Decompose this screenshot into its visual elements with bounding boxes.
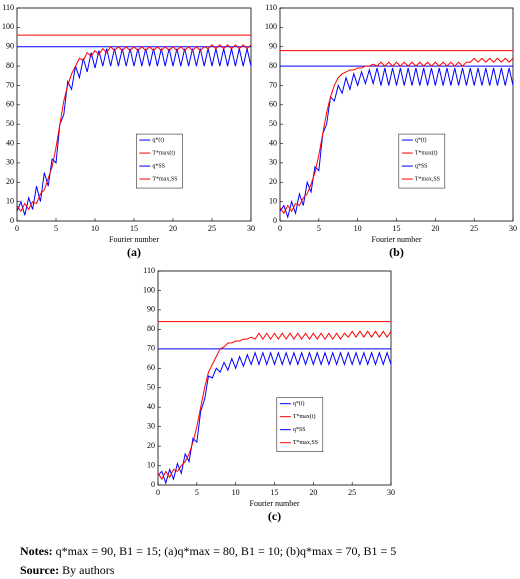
- y-tick-label: 70: [269, 80, 277, 89]
- y-tick-label: 20: [6, 177, 14, 186]
- panel-label: (a): [127, 245, 141, 259]
- y-tick-label: 70: [6, 80, 14, 89]
- y-tick-label: 100: [2, 22, 14, 31]
- x-tick-label: 20: [309, 488, 317, 497]
- x-tick-label: 10: [232, 488, 240, 497]
- x-tick-label: 0: [278, 224, 282, 233]
- y-tick-label: 90: [147, 305, 155, 314]
- y-tick-label: 110: [2, 3, 14, 12]
- legend-label: q*SS: [152, 163, 165, 169]
- y-tick-label: 10: [269, 196, 277, 205]
- y-tick-label: 60: [6, 100, 14, 109]
- plot-frame: [16, 7, 252, 222]
- y-tick-label: 30: [6, 158, 14, 167]
- x-tick-label: 20: [169, 224, 177, 233]
- x-tick-label: 25: [470, 224, 478, 233]
- x-tick-label: 15: [393, 224, 401, 233]
- source-text: By authors: [62, 563, 115, 577]
- x-tick-label: 0: [156, 488, 160, 497]
- y-tick-label: 10: [147, 460, 155, 469]
- y-tick-label: 80: [6, 61, 14, 70]
- legend-label: T*max,SS: [152, 176, 177, 182]
- y-tick-label: 40: [147, 402, 155, 411]
- panel-label: (b): [389, 245, 404, 259]
- x-tick-label: 0: [15, 224, 19, 233]
- y-tick-label: 50: [6, 119, 14, 128]
- y-tick-label: 110: [143, 266, 155, 275]
- legend-label: q*SS: [415, 163, 428, 169]
- x-tick-label: 25: [348, 488, 356, 497]
- line-series: [279, 57, 514, 215]
- line-series: [157, 330, 392, 481]
- y-tick-label: 20: [147, 441, 155, 450]
- legend-label: T*max(t): [152, 149, 175, 156]
- x-tick-label: 30: [247, 224, 255, 233]
- x-tick-label: 10: [354, 224, 362, 233]
- y-tick-label: 30: [147, 421, 155, 430]
- legend-label: q*SS: [293, 427, 306, 433]
- y-tick-label: 80: [269, 61, 277, 70]
- legend-label: q*(t): [415, 136, 427, 143]
- line-series: [16, 44, 252, 213]
- y-tick-label: 40: [6, 138, 14, 147]
- notes-text: q*max = 90, B1 = 15; (a)q*max = 80, B1 =…: [56, 544, 397, 558]
- x-axis-label: Fourier number: [250, 499, 300, 508]
- x-tick-label: 30: [387, 488, 395, 497]
- y-tick-label: 100: [265, 22, 277, 31]
- y-tick-label: 50: [269, 119, 277, 128]
- x-tick-label: 5: [54, 224, 58, 233]
- notes-label: Notes:: [20, 544, 53, 558]
- legend-label: T*max,SS: [415, 176, 440, 182]
- x-tick-label: 5: [195, 488, 199, 497]
- x-axis-label: Fourier number: [109, 235, 159, 244]
- x-tick-label: 15: [130, 224, 138, 233]
- legend-label: T*max(t): [293, 413, 316, 420]
- y-tick-label: 60: [269, 100, 277, 109]
- y-tick-label: 90: [6, 42, 14, 51]
- source-label: Source:: [20, 563, 59, 577]
- y-tick-label: 100: [143, 285, 155, 294]
- y-tick-label: 0: [10, 216, 14, 225]
- notes: Notes: q*max = 90, B1 = 15; (a)q*max = 8…: [20, 544, 396, 558]
- y-tick-label: 10: [6, 196, 14, 205]
- plot-frame: [157, 270, 392, 486]
- line-series: [157, 351, 392, 485]
- y-tick-label: 40: [269, 138, 277, 147]
- y-tick-label: 30: [269, 158, 277, 167]
- x-tick-label: 30: [509, 224, 517, 233]
- panel-label: (c): [268, 509, 281, 523]
- y-tick-label: 60: [147, 363, 155, 372]
- legend-label: q*(t): [293, 400, 305, 407]
- y-tick-label: 80: [147, 324, 155, 333]
- y-tick-label: 0: [273, 216, 277, 225]
- x-axis-label: Fourier number: [372, 235, 422, 244]
- line-series: [279, 67, 514, 219]
- y-tick-label: 70: [147, 344, 155, 353]
- y-tick-label: 20: [269, 177, 277, 186]
- x-tick-label: 25: [208, 224, 216, 233]
- x-tick-label: 20: [431, 224, 439, 233]
- y-tick-label: 90: [269, 42, 277, 51]
- x-tick-label: 5: [317, 224, 321, 233]
- y-tick-label: 0: [151, 480, 155, 489]
- legend-label: T*max(t): [415, 149, 438, 156]
- x-tick-label: 10: [91, 224, 99, 233]
- source: Source: By authors: [20, 563, 115, 577]
- x-tick-label: 15: [271, 488, 279, 497]
- legend-label: q*(t): [152, 136, 164, 143]
- line-series: [16, 48, 252, 216]
- plot-frame: [279, 7, 514, 222]
- y-tick-label: 110: [265, 3, 277, 12]
- legend-label: T*max,SS: [293, 440, 318, 446]
- y-tick-label: 50: [147, 383, 155, 392]
